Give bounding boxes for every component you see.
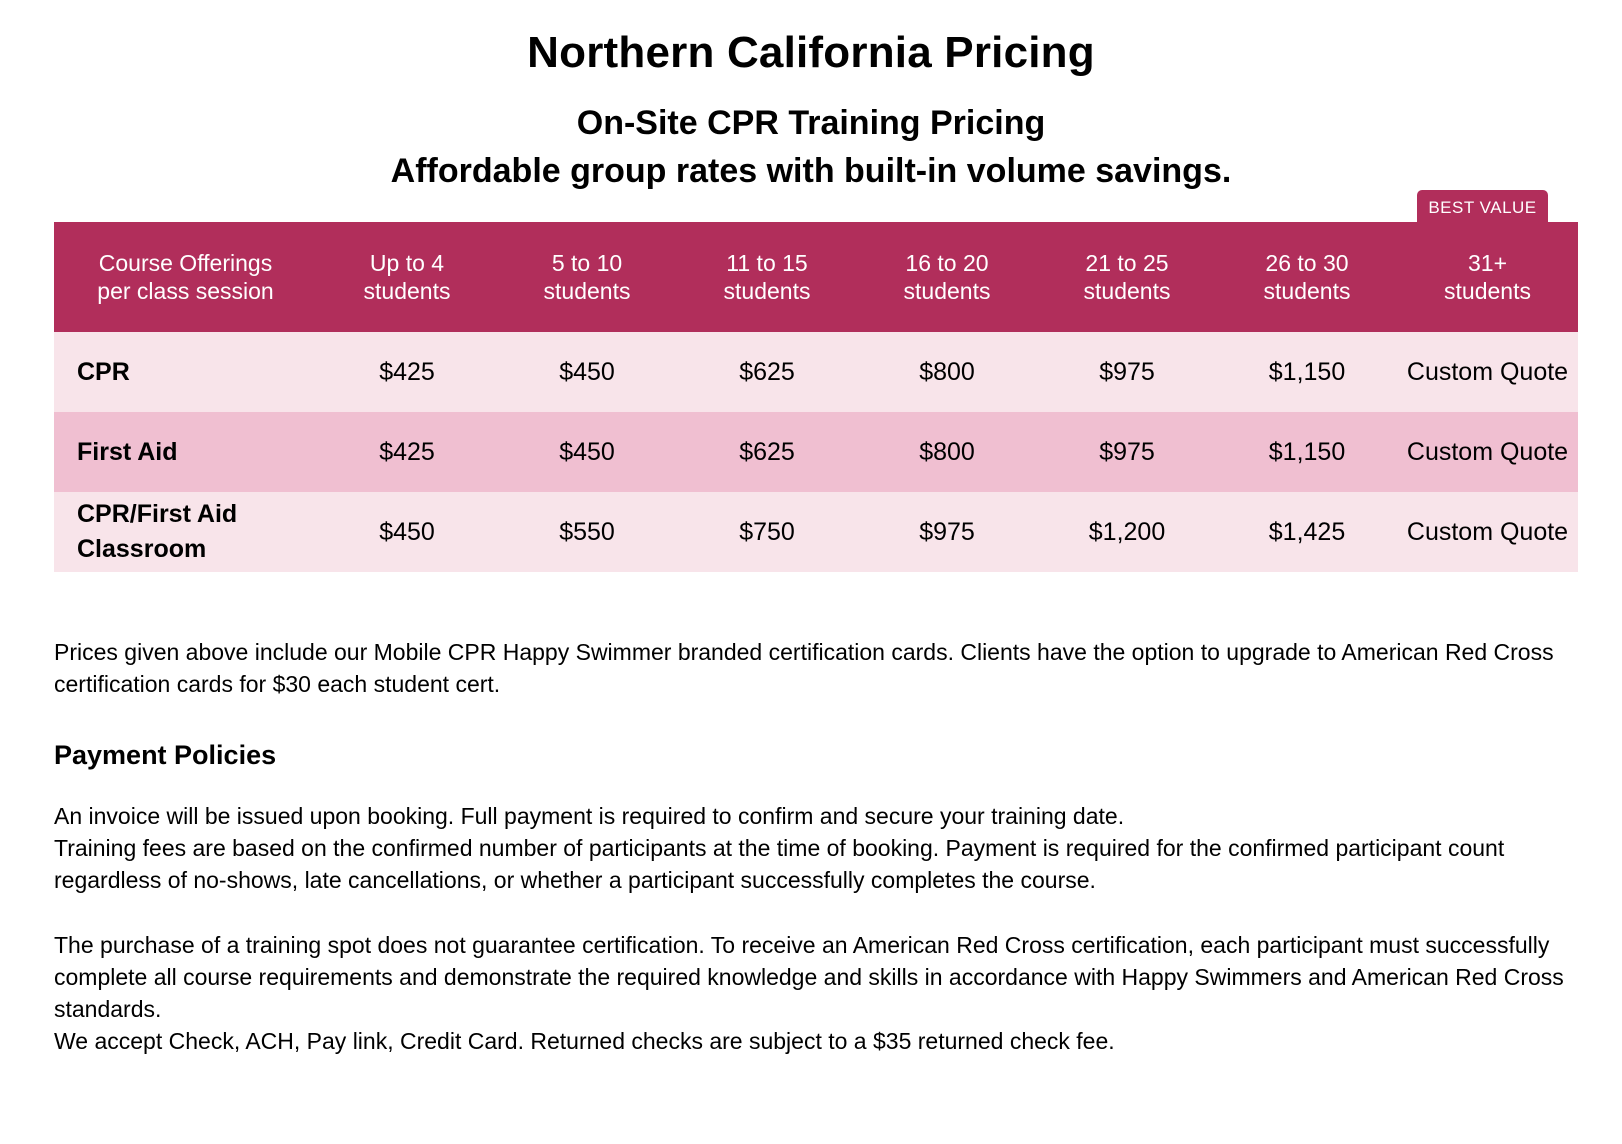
page-title: Northern California Pricing <box>527 28 1095 77</box>
price-cell: $425 <box>379 357 435 386</box>
header-up-to-4: Up to 4 students <box>363 250 451 304</box>
policy-paragraph-booking: An invoice will be issued upon booking. … <box>54 803 1505 893</box>
price-cell: Custom Quote <box>1406 357 1569 386</box>
header-course-offerings: Course Offerings per class session <box>97 250 274 304</box>
price-cell: $1,150 <box>1268 437 1346 466</box>
course-name: First Aid <box>77 437 178 466</box>
price-cell: $1,425 <box>1268 517 1346 546</box>
price-cell: Custom Quote <box>1406 517 1569 546</box>
price-cell: $975 <box>1099 357 1155 386</box>
price-cell: $1,150 <box>1268 357 1346 386</box>
pricing-table: Course Offerings per class session Up to… <box>54 222 1578 572</box>
price-cell: Custom Quote <box>1406 437 1569 466</box>
price-cell: $550 <box>559 517 615 546</box>
page-tagline: Affordable group rates with built-in vol… <box>390 152 1232 190</box>
price-cell: $425 <box>379 437 435 466</box>
price-cell: $750 <box>739 517 795 546</box>
price-cell: $625 <box>739 357 795 386</box>
header-26-to-30: 26 to 30 students <box>1263 250 1351 304</box>
header-21-to-25: 21 to 25 students <box>1083 250 1171 304</box>
price-cell: $800 <box>919 357 975 386</box>
header-11-to-15: 11 to 15 students <box>723 250 811 304</box>
table-row-cpr-first-aid-classroom: CPR/First Aid Classroom $450 $550 $750 $… <box>54 492 1578 572</box>
price-cell: $450 <box>559 437 615 466</box>
certification-note: Prices given above include our Mobile CP… <box>54 639 1554 697</box>
table-header-row: Course Offerings per class session Up to… <box>54 222 1578 332</box>
policy-paragraph-certification: The purchase of a training spot does not… <box>54 932 1564 1054</box>
table-row-first-aid: First Aid $425 $450 $625 $800 $975 $1,15… <box>54 412 1578 492</box>
price-cell: $450 <box>559 357 615 386</box>
best-value-badge: BEST VALUE <box>1417 190 1548 226</box>
header-16-to-20: 16 to 20 students <box>903 250 991 304</box>
course-name: CPR <box>77 357 130 386</box>
price-cell: $975 <box>919 517 975 546</box>
price-cell: $625 <box>739 437 795 466</box>
payment-policies-heading: Payment Policies <box>54 740 277 770</box>
course-name: CPR/First Aid Classroom <box>77 500 238 563</box>
price-cell: $450 <box>379 517 435 546</box>
price-cell: $1,200 <box>1088 517 1166 546</box>
header-5-to-10: 5 to 10 students <box>543 250 631 304</box>
price-cell: $800 <box>919 437 975 466</box>
table-row-cpr: CPR $425 $450 $625 $800 $975 $1,150 Cust… <box>54 332 1578 412</box>
page-subtitle: On-Site CPR Training Pricing <box>576 104 1046 142</box>
price-cell: $975 <box>1099 437 1155 466</box>
header-31-plus: 31+ students <box>1444 250 1531 304</box>
